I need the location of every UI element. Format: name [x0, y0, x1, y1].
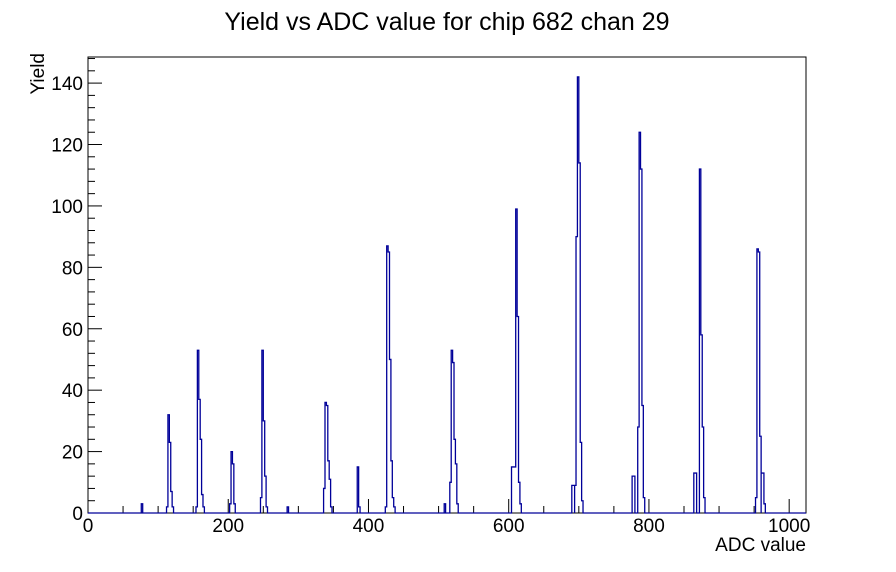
x-tick-label: 800 — [633, 516, 665, 537]
y-tick-label: 140 — [51, 74, 83, 95]
chart-title: Yield vs ADC value for chip 682 chan 29 — [224, 8, 670, 36]
histogram-line — [88, 76, 806, 514]
x-tick-label: 600 — [493, 516, 525, 537]
y-tick-label: 120 — [51, 136, 83, 157]
x-tick-label: 0 — [83, 516, 94, 537]
y-tick-label: 0 — [72, 504, 83, 525]
y-tick-label: 20 — [62, 443, 83, 464]
x-axis-title: ADC value — [715, 535, 806, 556]
x-tick-label: 200 — [212, 516, 244, 537]
y-tick-label: 80 — [62, 258, 83, 279]
x-tick-label: 400 — [353, 516, 385, 537]
y-tick-label: 60 — [62, 320, 83, 341]
plot-frame — [87, 56, 807, 514]
y-tick-label: 100 — [51, 197, 83, 218]
x-tick-label: 1000 — [768, 516, 810, 537]
y-tick-label: 40 — [62, 381, 83, 402]
